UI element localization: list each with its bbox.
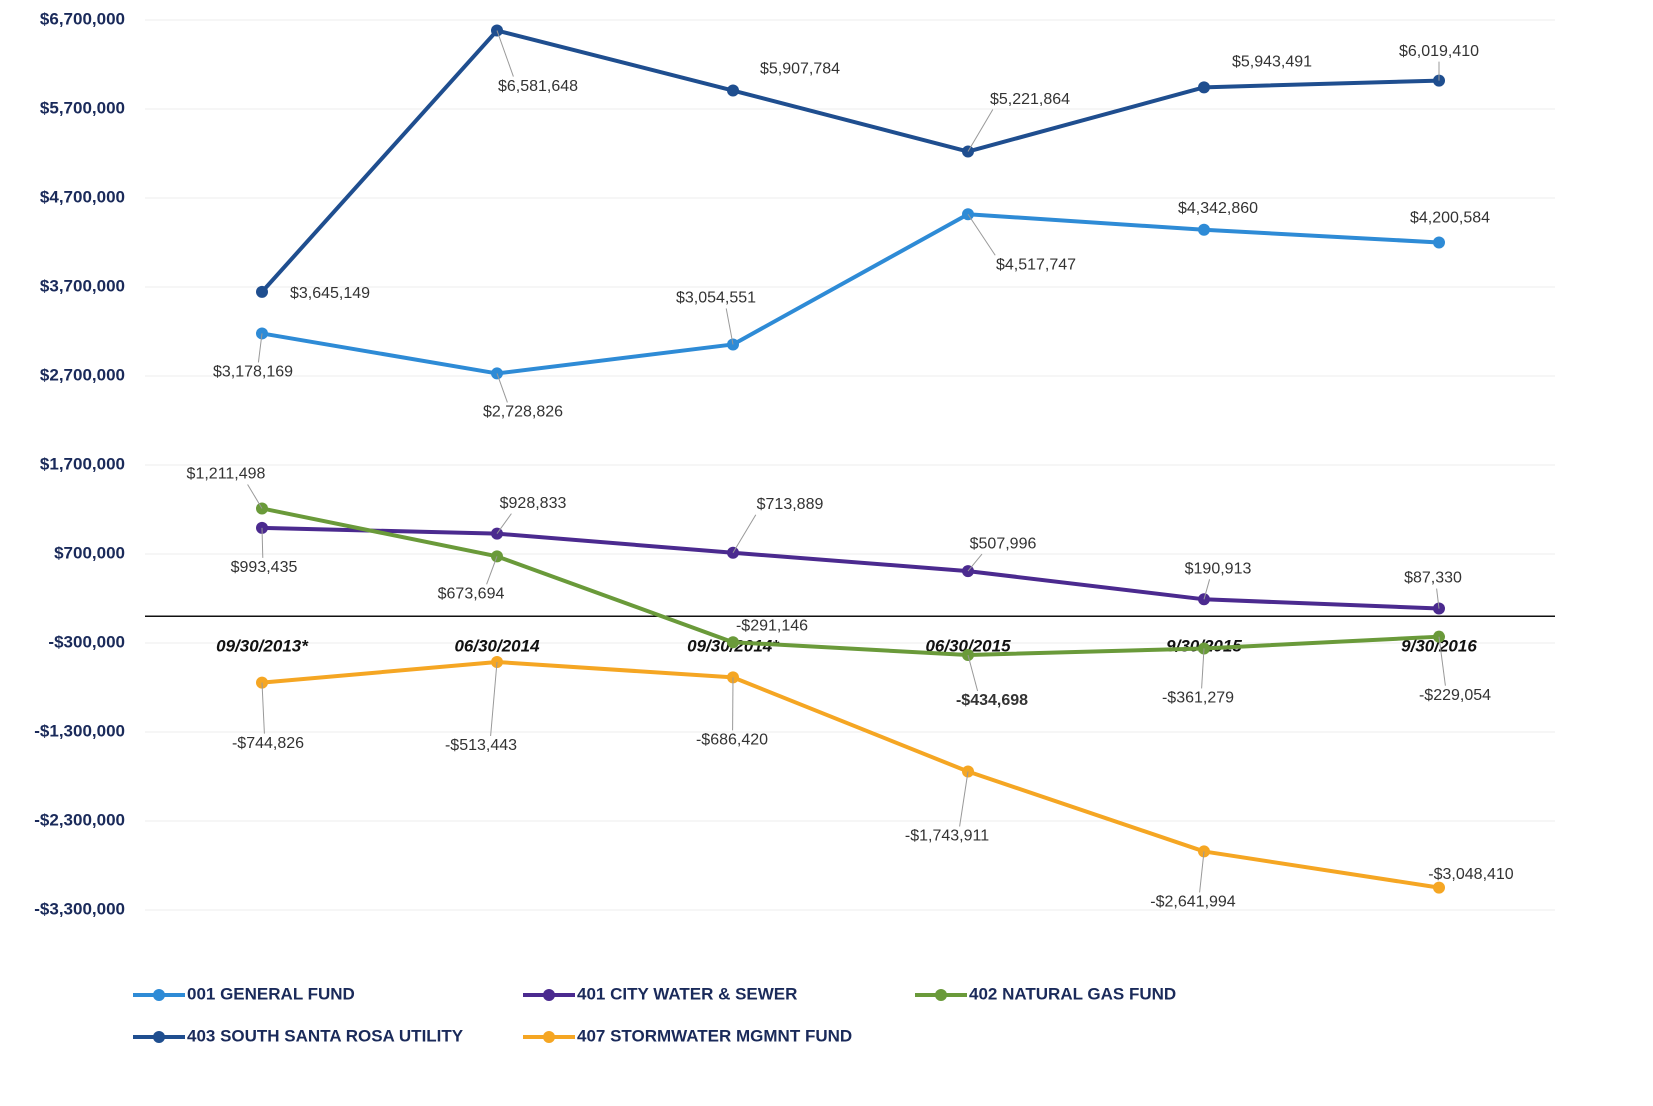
leader-line [490,661,498,737]
data-point [1198,81,1210,94]
y-tick-label: -$3,300,000 [34,899,125,918]
series-line [261,506,1440,657]
data-label: $507,996 [970,535,1037,552]
y-tick-label: $6,700,000 [40,9,125,28]
leader-line [486,556,498,585]
leader-line [1199,851,1205,893]
leader-line [496,513,512,534]
data-point [727,636,739,649]
data-label: -$686,420 [696,732,768,749]
x-tick-label: 09/30/2013* [216,636,309,655]
data-label: $673,694 [438,586,505,603]
legend-marker [935,989,947,1001]
leader-line [1436,588,1440,609]
leader-line [496,30,514,77]
leader-line [967,109,994,152]
data-label: $3,645,149 [290,285,370,302]
data-label: $5,907,784 [760,61,840,78]
y-tick-label: $3,700,000 [40,276,125,295]
leader-line [967,213,996,256]
y-tick-label: -$2,300,000 [34,810,125,829]
data-label: $2,728,826 [483,404,563,421]
x-tick-label: 06/30/2014 [454,636,540,655]
leader-line [496,373,508,403]
data-label: $5,221,864 [990,91,1070,108]
leader-line [967,553,983,572]
data-label: $87,330 [1404,570,1462,587]
series-line [261,525,1440,611]
leader-line [257,333,263,363]
data-label: -$229,054 [1419,687,1491,704]
legend-label: 401 CITY WATER & SEWER [577,984,797,1003]
leader-line [959,771,969,827]
y-tick-label: -$1,300,000 [34,721,125,740]
data-label: -$434,698 [956,692,1028,709]
legend-marker [543,989,555,1001]
y-tick-label: $2,700,000 [40,365,125,384]
leader-line [967,654,979,692]
legend-marker [543,1031,555,1043]
series-line [261,212,1440,376]
data-label: $4,342,860 [1178,200,1258,217]
legend-marker [153,989,165,1001]
data-label: -$1,743,911 [905,828,989,845]
data-label: -$513,443 [445,737,517,754]
data-label: $6,581,648 [498,78,578,95]
leader-line [1203,579,1211,600]
leader-line [261,682,265,734]
series-line [260,28,1440,294]
leader-line [1438,636,1446,686]
data-point [1433,881,1445,894]
data-label: $4,200,584 [1410,210,1490,227]
x-tick-label: 9/30/2016 [1401,636,1477,655]
legend-label: 407 STORMWATER MGMNT FUND [577,1026,852,1045]
y-tick-label: $700,000 [54,543,125,562]
data-label: -$744,826 [232,735,304,752]
data-label: -$361,279 [1162,690,1234,707]
data-label: $993,435 [231,559,298,576]
legend-label: 402 NATURAL GAS FUND [969,984,1176,1003]
leader-line [247,484,263,509]
data-label: -$2,641,994 [1150,894,1236,911]
data-label: $6,019,410 [1399,43,1479,60]
data-point [727,84,739,97]
data-label: $1,211,498 [187,466,266,483]
data-point [1433,236,1445,249]
leader-line [725,308,734,345]
data-point [491,24,503,37]
legend-marker [153,1031,165,1043]
data-label: $5,943,491 [1232,54,1312,71]
data-label: -$291,146 [736,617,808,634]
data-label: $190,913 [1185,561,1252,578]
data-label: $713,889 [757,496,824,513]
y-tick-label: $1,700,000 [40,454,125,473]
legend-label: 001 GENERAL FUND [187,984,355,1003]
data-label: $928,833 [500,495,567,512]
y-tick-label: $4,700,000 [40,187,125,206]
leader-line [732,514,757,554]
y-tick-label: -$300,000 [48,632,125,651]
data-label: $3,054,551 [676,290,756,307]
data-point [256,285,268,298]
x-tick-label: 06/30/2015 [925,636,1011,655]
data-label: $3,178,169 [213,364,293,381]
leader-line [261,527,264,558]
data-point [1198,223,1210,236]
leader-line [1201,648,1205,689]
data-label: -$3,048,410 [1428,866,1514,883]
data-label: $4,517,747 [996,256,1076,273]
series-line [261,659,1440,890]
y-tick-label: $5,700,000 [40,98,125,117]
legend-label: 403 SOUTH SANTA ROSA UTILITY [187,1026,464,1045]
